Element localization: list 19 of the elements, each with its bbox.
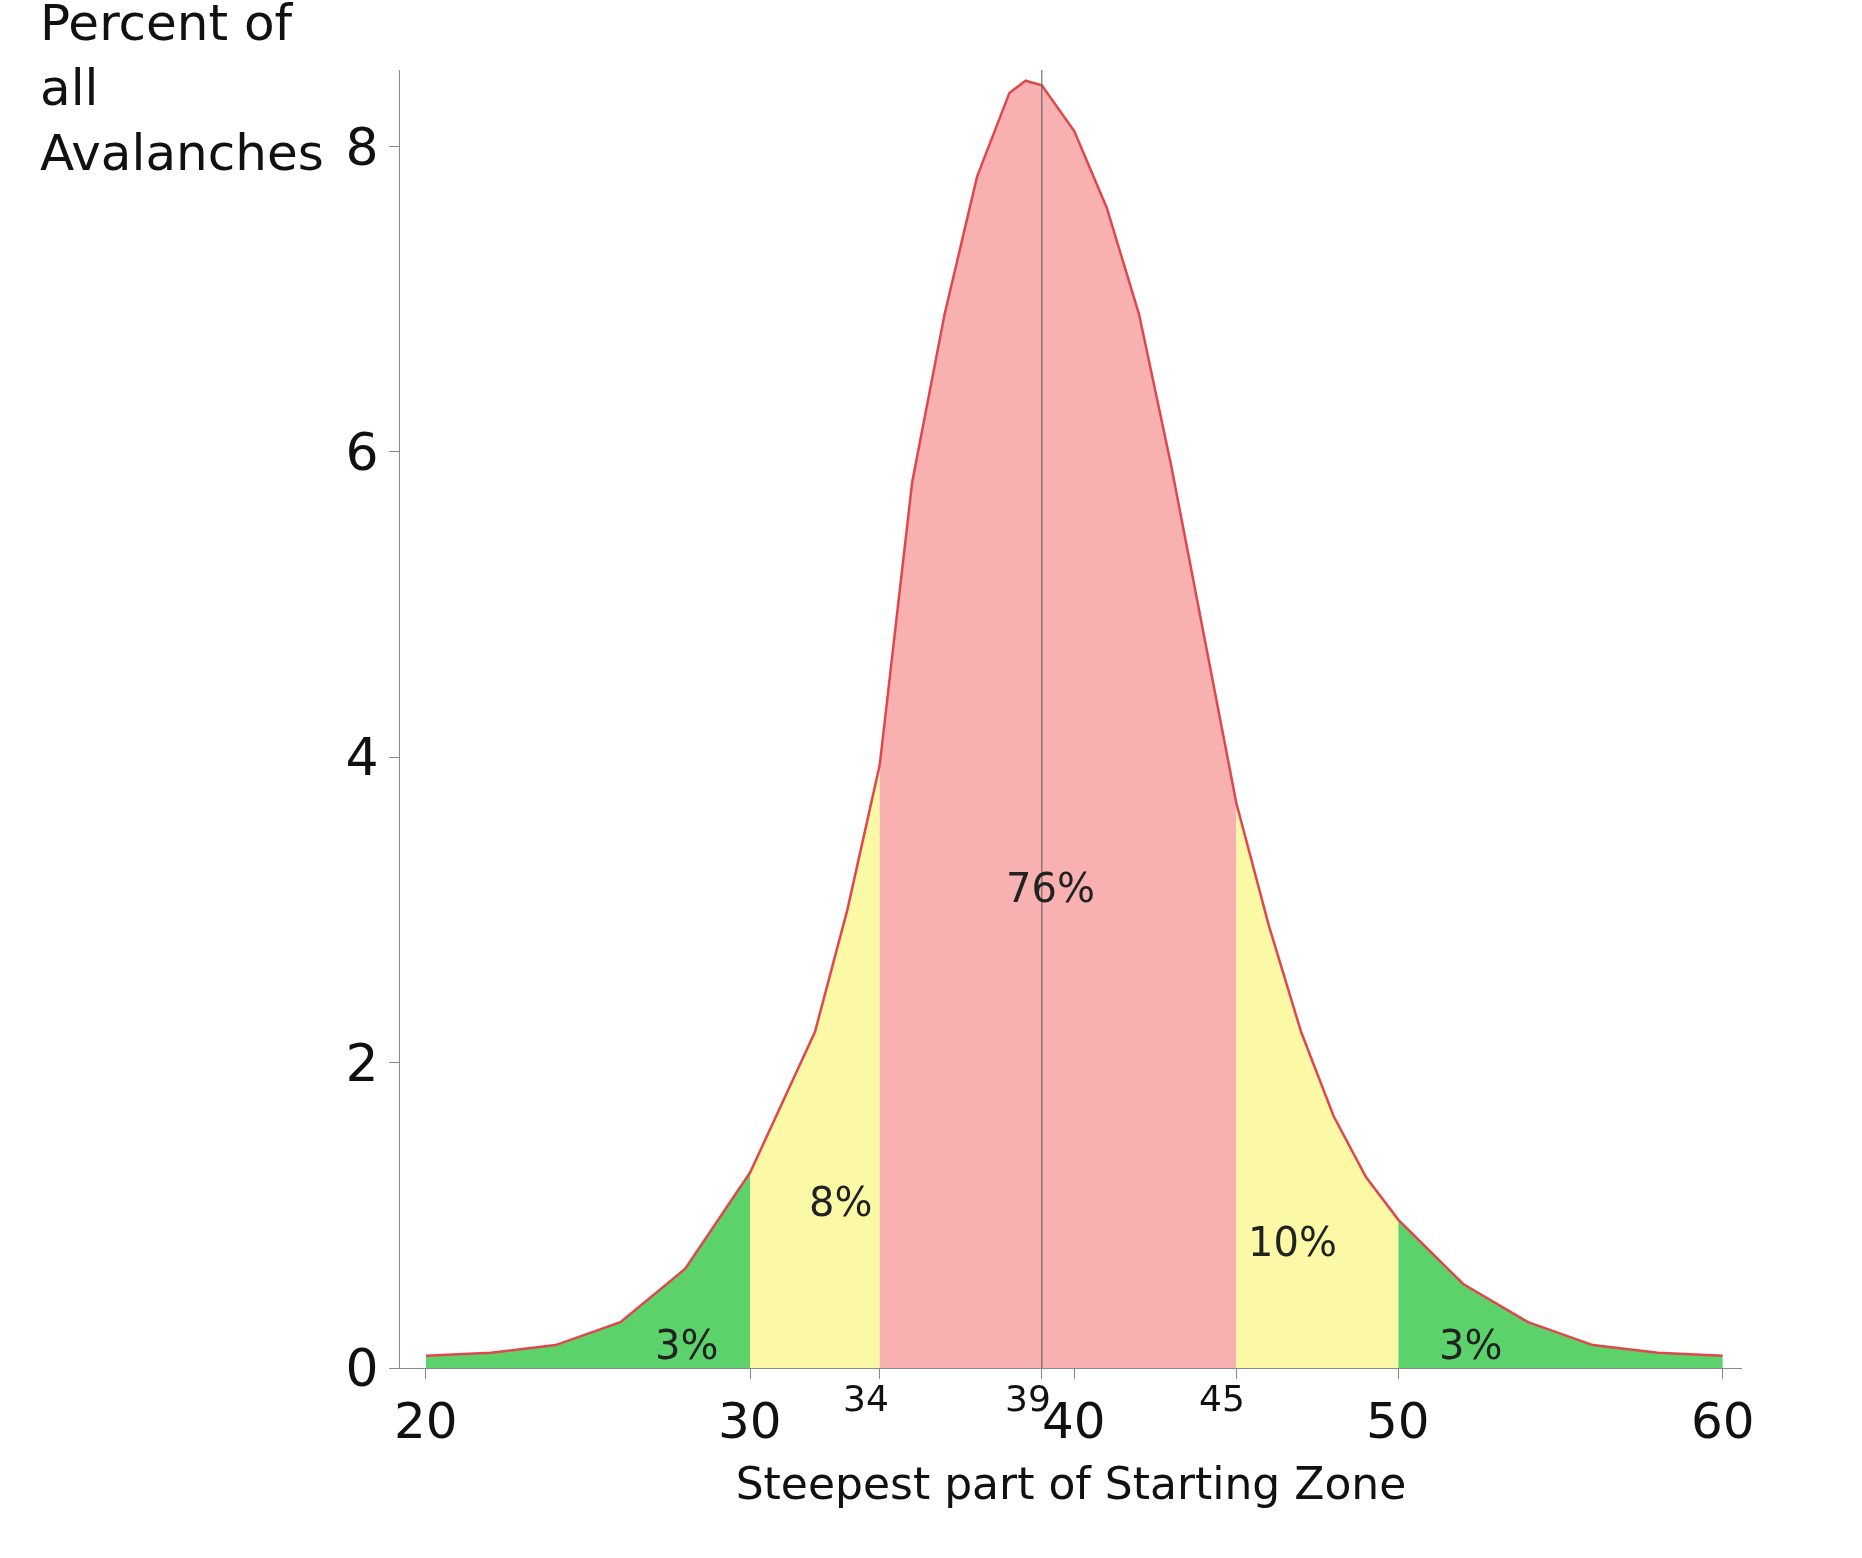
x-tick-label: 60	[1691, 1392, 1755, 1450]
annotation: 8%	[809, 1179, 873, 1225]
x-tick-label: 50	[1366, 1392, 1430, 1450]
annotation: 76%	[1006, 865, 1095, 911]
y-tick-label: 0	[345, 1338, 379, 1399]
y-tick-label: 8	[345, 116, 379, 177]
x-axis-title: Steepest part of Starting Zone	[735, 1458, 1407, 1510]
y-tick-label: 4	[345, 727, 379, 788]
annotation: 3%	[655, 1322, 719, 1368]
y-axis-title: Percent of all Avalanches	[40, 0, 324, 182]
y-tick-label: 2	[345, 1032, 379, 1093]
line-series	[424, 79, 1724, 1358]
y-tick-label: 6	[345, 421, 379, 482]
x-tick-label: 45	[1199, 1378, 1245, 1419]
x-tick-label: 34	[843, 1378, 889, 1419]
x-tick-label: 30	[718, 1392, 782, 1450]
annotation: 3%	[1439, 1322, 1503, 1368]
annotation: 10%	[1248, 1219, 1337, 1265]
x-tick-label: 20	[394, 1392, 458, 1450]
